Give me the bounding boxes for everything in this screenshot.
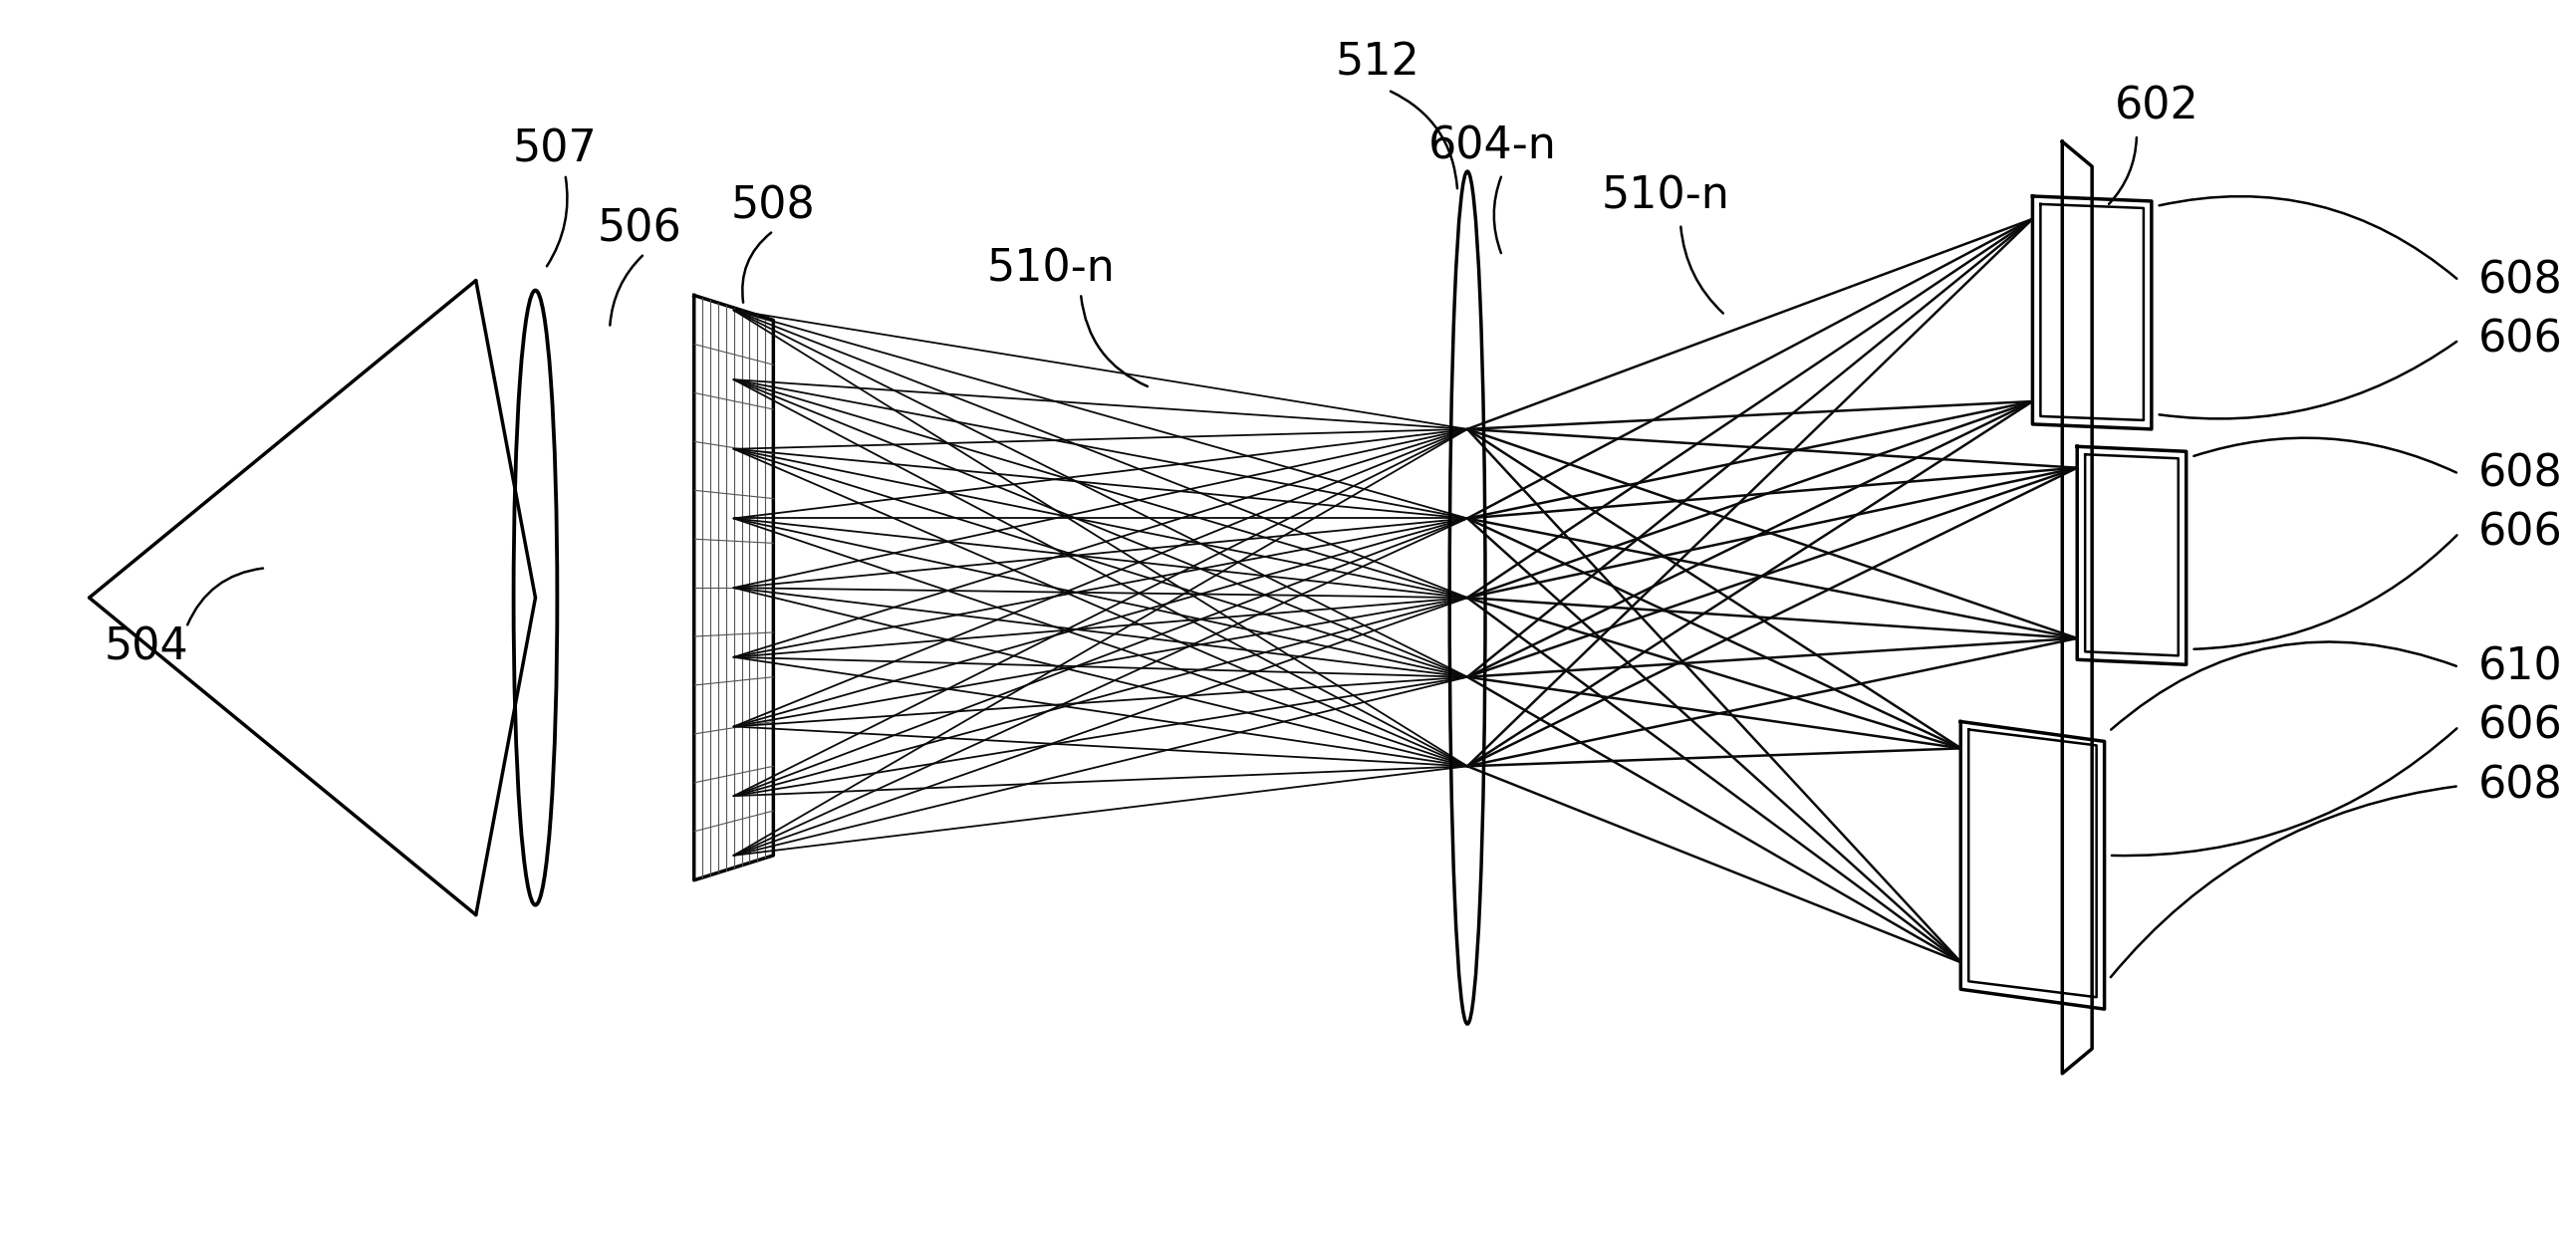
- Text: 602: 602: [2115, 85, 2200, 128]
- Text: 610: 610: [2478, 646, 2563, 688]
- Text: 512: 512: [1337, 41, 1419, 84]
- Text: 606: 606: [2478, 319, 2563, 362]
- Text: 504: 504: [106, 626, 188, 668]
- Text: 608: 608: [2478, 452, 2563, 495]
- Text: 508: 508: [732, 185, 817, 227]
- Text: 606: 606: [2478, 511, 2563, 555]
- Text: 510-n: 510-n: [1602, 175, 1731, 217]
- Text: 506: 506: [598, 207, 683, 251]
- Text: 507: 507: [513, 128, 598, 170]
- Text: 606: 606: [2478, 705, 2563, 748]
- Text: 608: 608: [2478, 259, 2563, 301]
- Text: 510-n: 510-n: [987, 247, 1115, 290]
- Text: 604-n: 604-n: [1427, 125, 1556, 168]
- Text: 608: 608: [2478, 764, 2563, 808]
